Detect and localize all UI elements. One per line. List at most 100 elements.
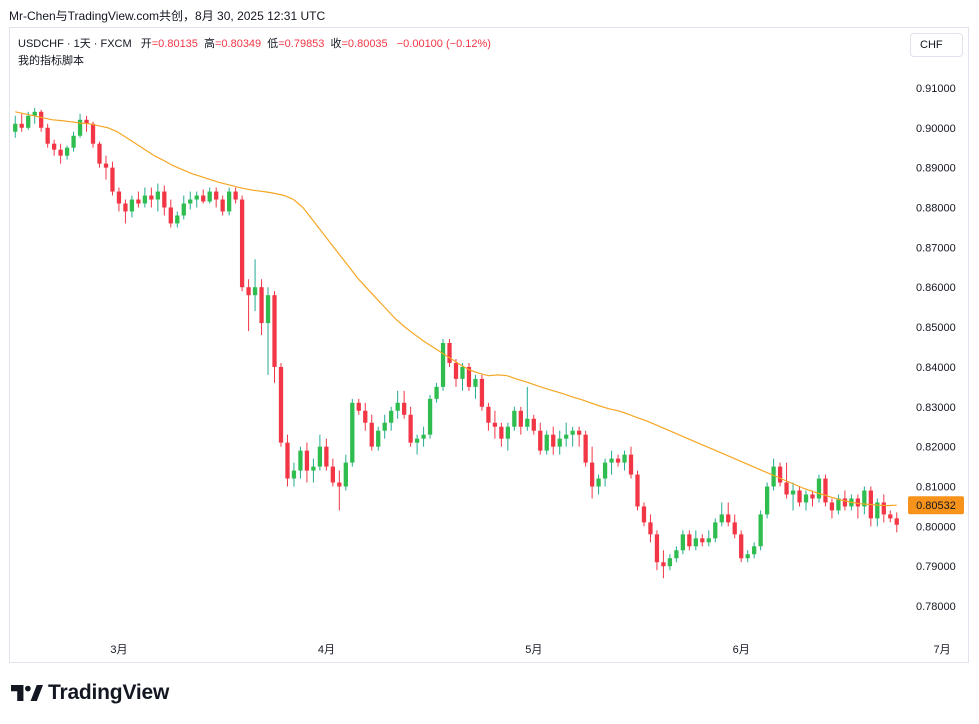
candle-body [635,474,640,507]
candle-body [622,454,627,463]
tradingview-logo[interactable]: TradingView [11,681,169,705]
candle [58,143,63,164]
candle [19,113,24,132]
candle-body [265,295,271,324]
candle-body [667,558,673,567]
candle-body [207,191,212,202]
candle [285,434,290,487]
y-tick-label: 0.83000 [916,402,956,414]
candle [752,542,757,559]
candle [577,426,582,447]
candle-body [64,147,70,156]
candle-body [771,466,776,487]
candle [265,287,271,375]
candle-body [674,550,679,559]
y-tick-label: 0.84000 [916,362,956,374]
candle [713,518,718,543]
candle-body [214,191,219,200]
y-tick-label: 0.78000 [916,601,956,613]
candle [654,530,660,571]
candle-body [58,149,63,156]
candle-body [26,115,31,128]
candle-body [123,203,128,212]
candle [862,486,867,515]
candle-body [149,195,154,200]
x-tick-label: 4月 [318,644,335,656]
candle-body [525,418,530,427]
candle [609,450,614,475]
price-tag-label: 0.80532 [916,500,956,512]
candle [155,183,160,212]
candle [544,430,549,455]
candle [615,454,621,467]
candle-body [188,199,193,204]
candle [382,414,387,439]
candle-body [836,498,841,511]
candle [317,434,323,471]
candle [175,211,180,228]
candle [803,490,809,511]
candle [427,394,433,439]
candle-body [447,343,452,363]
candle [45,123,50,148]
candle-body [414,438,420,443]
candle-body [13,123,18,132]
candle [836,494,841,515]
candle [758,510,763,551]
candle-body [239,199,245,288]
y-tick-label: 0.90000 [916,123,956,135]
candle [505,422,510,451]
candle-body [641,506,647,523]
candle-body [823,478,828,503]
legend-low: =0.79853 [278,38,325,50]
candle [564,422,569,447]
candle-body [505,426,510,439]
candle-body [363,410,368,423]
candle-body [19,123,24,128]
candle [408,406,413,447]
chart-caption: Mr-Chen与TradingView.com共创，8月 30, 2025 12… [9,9,326,23]
candle [706,530,711,547]
candle [51,139,57,156]
candle-body [596,478,601,487]
candle [278,362,284,447]
candle-body [589,462,595,487]
chart-frame[interactable] [9,27,969,663]
candle [525,386,530,431]
candle [771,458,776,491]
candle [90,121,96,148]
candle [486,402,491,431]
candle [246,279,251,332]
currency-button[interactable]: CHF [910,33,963,57]
candle-body [538,430,543,451]
indicator-name[interactable]: 我的指标脚本 [18,55,84,67]
candle-body [570,430,575,435]
candle-body [194,195,199,200]
candle [311,458,316,483]
candle-body [330,466,335,483]
legend-open: =0.80135 [151,38,198,50]
candle [252,259,258,312]
candle [324,438,329,471]
candle [641,502,647,527]
candle [531,414,536,435]
candle-body [168,207,173,224]
candle-body [875,502,880,519]
candle [330,458,335,487]
candle-body [726,514,731,523]
candle [557,430,562,455]
brand-wordmark: TradingView [48,681,170,704]
candle [97,141,102,168]
candle-body [285,442,290,479]
candle [479,374,485,411]
candle [518,406,523,435]
candle-body [648,522,653,535]
candle-body [460,366,465,379]
candle [512,406,517,431]
candle [188,191,193,210]
candle [369,414,374,451]
candle [447,339,452,367]
candle-body [116,191,122,204]
candle-body [110,167,115,192]
